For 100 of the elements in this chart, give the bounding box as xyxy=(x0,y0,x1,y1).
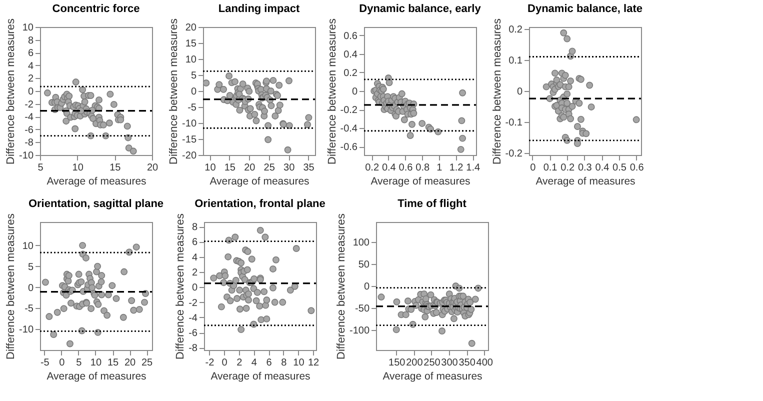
y-tick-label: -8 xyxy=(188,343,198,354)
point xyxy=(551,70,558,77)
y-tick-label: 6 xyxy=(192,237,198,248)
x-tick-label: 12 xyxy=(308,358,320,368)
chart-title: Dynamic balance, late xyxy=(528,3,642,16)
y-tick-label: -0.2 xyxy=(505,148,523,160)
x-axis-title: Average of measures xyxy=(210,176,310,188)
y-tick-label: 0 xyxy=(516,86,523,98)
point xyxy=(588,103,595,110)
x-tick-label: 10 xyxy=(90,358,102,368)
x-tick-label: 10 xyxy=(72,162,84,174)
x-tick-label: 1.4 xyxy=(466,162,481,174)
y-tick-label: -50 xyxy=(355,304,370,315)
x-tick-label: 0.2 xyxy=(365,162,380,174)
point xyxy=(586,82,594,89)
x-tick-label: 5 xyxy=(76,358,82,368)
y-tick-label: 5 xyxy=(190,70,197,82)
x-tick-label: 1 xyxy=(436,162,443,174)
y-tick-label: 10 xyxy=(185,54,197,66)
y-axis-title: Difference between measures xyxy=(168,18,180,164)
x-tick-label: 0 xyxy=(222,358,228,368)
x-tick-label: 0.1 xyxy=(543,162,558,174)
point xyxy=(567,115,574,122)
y-tick-label: -100 xyxy=(349,326,370,337)
y-tick-label: 2 xyxy=(192,267,198,278)
y-tick-label: 0 xyxy=(190,86,197,98)
y-tick-label: 50 xyxy=(358,259,370,270)
x-tick-label: 350 xyxy=(458,358,476,368)
y-tick-label: 0 xyxy=(28,282,34,294)
x-tick-label: 15 xyxy=(110,162,122,174)
x-tick-label: 400 xyxy=(476,358,494,368)
x-tick-label: 300 xyxy=(441,358,458,368)
point xyxy=(542,83,550,90)
x-tick-label: 20 xyxy=(146,162,158,174)
x-tick-label: 4 xyxy=(251,358,258,368)
y-tick-label: -0.4 xyxy=(340,124,358,135)
chart-title: Concentric force xyxy=(52,3,140,16)
y-tick-label: -20 xyxy=(182,150,197,162)
y-tick-label: -10 xyxy=(182,118,197,130)
x-tick-label: 20 xyxy=(244,162,256,174)
point xyxy=(582,130,590,138)
chart-title: Landing impact xyxy=(218,3,300,16)
point xyxy=(577,116,584,123)
x-tick-label: 35 xyxy=(303,162,315,174)
y-tick-label: 0.2 xyxy=(344,68,358,79)
y-axis-title: Difference between measures xyxy=(335,213,348,360)
point xyxy=(560,29,568,36)
y-axis-title: Difference between measures xyxy=(326,18,338,164)
y-tick-label: 0.6 xyxy=(344,30,358,42)
y-tick-label: -2 xyxy=(24,99,34,110)
point xyxy=(564,35,571,42)
y-tick-label: -5 xyxy=(188,102,197,114)
x-tick-label: 10 xyxy=(204,162,216,174)
x-tick-label: -2 xyxy=(205,358,215,368)
x-tick-label: 0.3 xyxy=(578,162,592,174)
x-tick-label: 15 xyxy=(107,358,120,368)
point xyxy=(568,102,576,110)
x-tick-label: 250 xyxy=(424,358,441,368)
x-tick-label: 0.4 xyxy=(382,162,396,174)
y-tick-label: -0.6 xyxy=(340,142,358,154)
y-tick-label: 0 xyxy=(192,282,198,294)
y-tick-label: 8 xyxy=(28,35,34,46)
y-tick-label: -10 xyxy=(19,150,34,162)
point xyxy=(565,83,572,90)
x-tick-label: 0.6 xyxy=(630,162,644,174)
point xyxy=(562,72,569,79)
y-tick-label: 0 xyxy=(352,86,358,98)
y-tick-label: -2 xyxy=(188,298,198,309)
x-tick-label: 0.2 xyxy=(560,162,575,174)
x-tick-label: 6 xyxy=(266,358,272,368)
chart-title: Orientation, sagittal plane xyxy=(28,198,164,210)
point xyxy=(564,90,571,98)
x-tick-label: 0.8 xyxy=(416,162,430,174)
y-tick-label: -4 xyxy=(24,112,34,124)
x-axis-title: Average of measures xyxy=(46,370,146,382)
x-tick-label: 2 xyxy=(236,358,243,368)
y-axis-title: Difference between measures xyxy=(491,18,504,164)
y-tick-label: -0.1 xyxy=(505,117,523,128)
x-tick-label: 0.4 xyxy=(595,162,610,174)
point xyxy=(564,100,571,107)
y-tick-label: -0.2 xyxy=(340,105,358,116)
y-tick-label: 8 xyxy=(192,222,198,234)
y-tick-label: 0.1 xyxy=(508,55,523,66)
point xyxy=(567,77,574,84)
x-tick-label: 25 xyxy=(141,358,154,368)
x-axis-title: Average of measures xyxy=(370,176,470,188)
x-tick-label: 15 xyxy=(224,162,236,174)
x-tick-label: 20 xyxy=(124,358,136,368)
x-tick-label: 25 xyxy=(264,162,276,174)
y-tick-label: 0.4 xyxy=(344,49,358,60)
point xyxy=(576,100,583,107)
chart-title: Orientation, frontal plane xyxy=(194,198,326,210)
x-tick-label: 200 xyxy=(406,358,424,368)
y-tick-label: -6 xyxy=(188,328,198,340)
chart-title: Time of flight xyxy=(398,198,467,210)
x-tick-label: 0 xyxy=(530,162,536,174)
y-tick-label: -10 xyxy=(19,324,34,336)
point xyxy=(574,140,581,148)
y-axis-title: Difference between measures xyxy=(5,213,18,360)
y-tick-label: 0.2 xyxy=(508,24,523,36)
